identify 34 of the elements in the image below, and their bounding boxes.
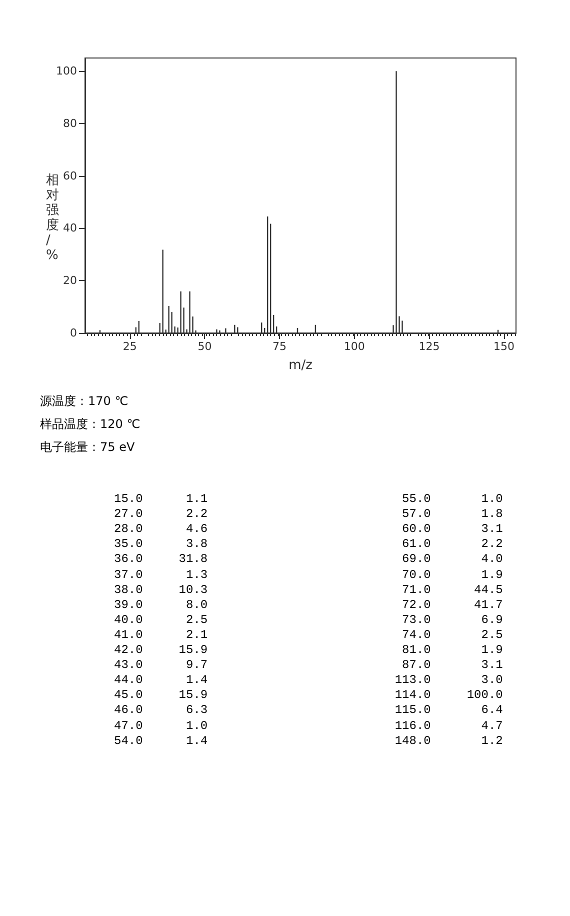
text: 43.0 9.7 87.0 3.1 bbox=[114, 658, 503, 672]
y-tick-label: 40 bbox=[63, 222, 77, 235]
text: 54.0 1.4 148.0 1.2 bbox=[114, 734, 503, 748]
text: 36.0 31.8 69.0 4.0 bbox=[114, 552, 503, 566]
y-axis-title: 相对强度/% bbox=[46, 173, 59, 263]
x-tick-label: 100 bbox=[344, 340, 365, 353]
x-tick-label: 25 bbox=[122, 340, 137, 353]
text: 39.0 8.0 72.0 41.7 bbox=[114, 598, 503, 612]
y-tick-label: 100 bbox=[56, 64, 77, 78]
text: 46.0 6.3 115.0 6.4 bbox=[114, 703, 503, 718]
x-tick-label: 150 bbox=[494, 340, 515, 353]
y-tick-label: 0 bbox=[70, 326, 77, 340]
text: 电子能量：75 eV bbox=[40, 440, 136, 454]
text: 41.0 2.1 74.0 2.5 bbox=[114, 628, 503, 642]
y-tick-label: 20 bbox=[63, 274, 77, 288]
text: 28.0 4.6 60.0 3.1 bbox=[114, 522, 503, 536]
x-tick-label: 50 bbox=[198, 340, 212, 353]
y-tick-label: 80 bbox=[63, 116, 77, 130]
x-tick-label: 75 bbox=[272, 340, 287, 353]
text: 47.0 1.0 116.0 4.7 bbox=[114, 718, 503, 732]
text: 源温度：170 ℃ bbox=[40, 394, 128, 408]
y-tick-label: 60 bbox=[63, 169, 77, 182]
text: 45.0 15.9 114.0 100.0 bbox=[114, 688, 503, 702]
text: 42.0 15.9 81.0 1.9 bbox=[114, 643, 503, 657]
text: 37.0 1.3 70.0 1.9 bbox=[114, 568, 503, 582]
x-axis-title: m/z bbox=[288, 358, 313, 373]
text: 27.0 2.2 57.0 1.8 bbox=[114, 507, 503, 522]
x-tick-label: 125 bbox=[418, 340, 440, 353]
text: 样品温度：120 ℃ bbox=[40, 417, 140, 431]
text: 15.0 1.1 55.0 1.0 bbox=[114, 492, 503, 506]
text: 38.0 10.3 71.0 44.5 bbox=[114, 582, 503, 597]
text: 35.0 3.8 61.0 2.2 bbox=[114, 537, 503, 552]
text: 44.0 1.4 113.0 3.0 bbox=[114, 673, 503, 688]
text: 40.0 2.5 73.0 6.9 bbox=[114, 612, 503, 627]
